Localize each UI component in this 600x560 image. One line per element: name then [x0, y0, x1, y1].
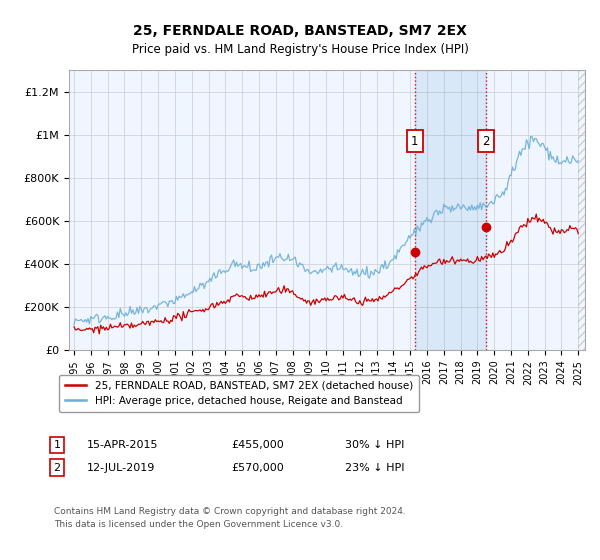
Text: 2: 2 — [53, 463, 61, 473]
Text: 1: 1 — [411, 134, 419, 148]
Text: 25, FERNDALE ROAD, BANSTEAD, SM7 2EX: 25, FERNDALE ROAD, BANSTEAD, SM7 2EX — [133, 24, 467, 38]
Text: £570,000: £570,000 — [231, 463, 284, 473]
Text: 12-JUL-2019: 12-JUL-2019 — [87, 463, 155, 473]
Text: 30% ↓ HPI: 30% ↓ HPI — [345, 440, 404, 450]
Bar — [415, 70, 487, 350]
Text: 2: 2 — [482, 134, 490, 148]
Text: 15-APR-2015: 15-APR-2015 — [87, 440, 158, 450]
Text: Price paid vs. HM Land Registry's House Price Index (HPI): Price paid vs. HM Land Registry's House … — [131, 43, 469, 56]
Text: 1: 1 — [53, 440, 61, 450]
Text: 23% ↓ HPI: 23% ↓ HPI — [345, 463, 404, 473]
Legend: 25, FERNDALE ROAD, BANSTEAD, SM7 2EX (detached house), HPI: Average price, detac: 25, FERNDALE ROAD, BANSTEAD, SM7 2EX (de… — [59, 375, 419, 412]
Text: £455,000: £455,000 — [231, 440, 284, 450]
Text: Contains HM Land Registry data © Crown copyright and database right 2024.
This d: Contains HM Land Registry data © Crown c… — [54, 507, 406, 529]
